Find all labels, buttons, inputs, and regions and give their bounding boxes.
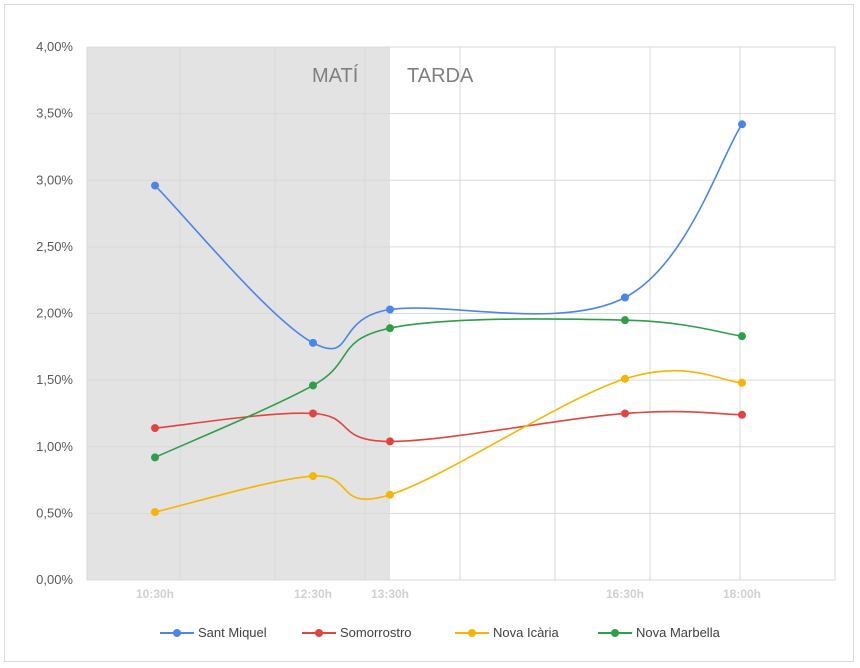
data-point: [621, 316, 629, 325]
legend-marker: [173, 629, 181, 637]
y-axis-ticks: 0,00% 0,50% 1,00% 1,50% 2,00% 2,50% 3,00% 3,50%…: [36, 39, 73, 587]
data-point: [386, 324, 394, 333]
y-tick-label: 2,00%: [36, 306, 73, 321]
series-nova-marbella: [151, 316, 746, 462]
morning-label: MATÍ: [312, 64, 359, 87]
data-point: [309, 409, 317, 418]
afternoon-label: TARDA: [407, 65, 474, 87]
x-tick-label: 10:30h: [136, 587, 174, 601]
x-axis-ticks: 10:30h 12:30h 13:30h 16:30h 18:00h: [136, 587, 761, 601]
legend-item: Sant Miquel: [160, 625, 267, 640]
data-point: [309, 381, 317, 390]
legend: Sant Miquel Somorrostro Nova Icària Nova Ma…: [160, 625, 721, 640]
legend-marker: [468, 629, 476, 637]
legend-item: Somorrostro: [302, 625, 412, 640]
x-tick-label: 16:30h: [606, 587, 644, 601]
data-point: [738, 378, 746, 387]
y-tick-label: 3,00%: [36, 172, 73, 187]
data-point: [386, 490, 394, 499]
legend-label: Sant Miquel: [198, 625, 267, 640]
x-tick-label: 12:30h: [294, 587, 332, 601]
data-point: [309, 472, 317, 481]
series-nova-icaria: [151, 369, 746, 517]
y-tick-label: 2,50%: [36, 239, 73, 254]
data-point: [738, 410, 746, 419]
data-series: [151, 120, 746, 517]
data-point: [738, 332, 746, 341]
legend-item: Nova Marbella: [598, 625, 721, 640]
data-point: [151, 424, 159, 433]
data-point: [621, 409, 629, 418]
data-point: [386, 437, 394, 446]
data-point: [151, 508, 159, 517]
legend-item: Nova Icària: [455, 625, 560, 640]
data-point: [151, 453, 159, 462]
legend-marker: [315, 629, 323, 637]
y-tick-label: 1,00%: [36, 439, 73, 454]
data-point: [386, 305, 394, 314]
data-point: [738, 120, 746, 129]
x-tick-label: 18:00h: [723, 587, 761, 601]
series-sant-miquel: [151, 120, 746, 350]
legend-label: Somorrostro: [340, 625, 412, 640]
data-point: [151, 181, 159, 190]
series-somorrostro: [151, 409, 746, 446]
y-tick-label: 0,00%: [36, 572, 73, 587]
y-tick-label: 0,50%: [36, 505, 73, 520]
data-point: [621, 374, 629, 383]
data-point: [621, 293, 629, 302]
x-tick-label: 13:30h: [371, 587, 409, 601]
y-tick-label: 3,50%: [36, 106, 73, 121]
legend-label: Nova Marbella: [636, 625, 721, 640]
data-point: [309, 338, 317, 347]
y-tick-label: 4,00%: [36, 39, 73, 54]
y-tick-label: 1,50%: [36, 372, 73, 387]
legend-marker: [611, 629, 619, 637]
series-line: [154, 369, 743, 513]
legend-label: Nova Icària: [493, 625, 560, 640]
